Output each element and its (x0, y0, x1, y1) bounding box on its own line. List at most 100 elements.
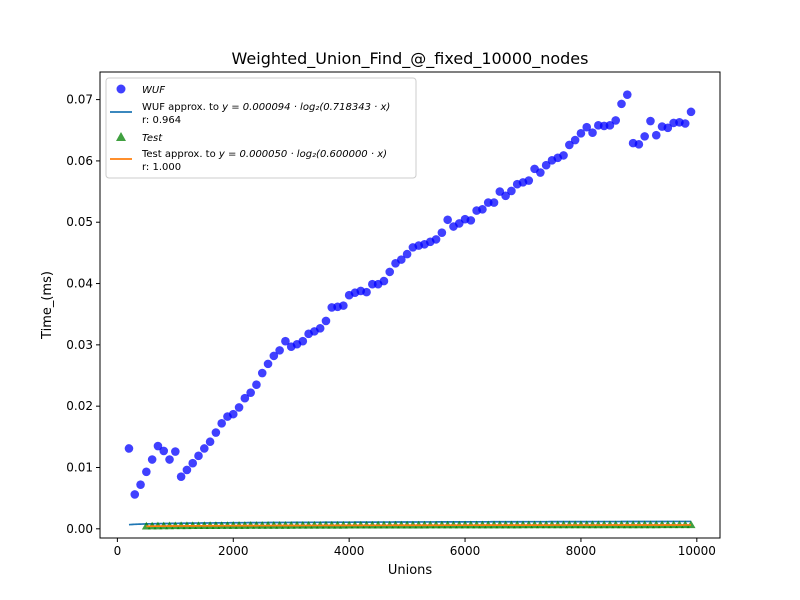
wuf-point (130, 490, 140, 499)
y-tick-label: 0.06 (66, 154, 93, 168)
wuf-point (663, 123, 673, 133)
y-axis: 0.00 0.01 0.02 0.03 0.04 0.05 0.06 0.07 (66, 93, 100, 536)
legend-wuf-r: r: 0.964 (142, 115, 181, 126)
wuf-point (124, 444, 134, 453)
legend-test-fit-prefix: Test approx. to (141, 149, 219, 160)
wuf-point (182, 465, 192, 475)
wuf-point (281, 336, 290, 346)
series-layer (124, 90, 696, 530)
x-tick-label: 8000 (566, 544, 597, 558)
legend: WUF WUF approx. to y = 0.000094 · log₂(0… (105, 77, 417, 179)
wuf-point (252, 380, 261, 390)
y-tick-label: 0.05 (66, 215, 93, 229)
wuf-point (570, 135, 580, 145)
wuf-point (686, 107, 696, 117)
legend-wuf-fit-equation: y = 0.000094 · log₂(0.718343 · x) (221, 102, 390, 113)
wuf-point (240, 393, 250, 403)
wuf-fit-line (128, 520, 692, 526)
plot-frame (99, 71, 721, 539)
legend-test-r: r: 1.000 (142, 162, 181, 173)
wuf-point (536, 168, 545, 177)
legend-test-marker (116, 132, 126, 141)
wuf-point (397, 255, 406, 264)
wuf-point (379, 276, 389, 286)
wuf-point (228, 409, 238, 419)
wuf-point (605, 121, 615, 130)
wuf-point (443, 215, 452, 225)
y-tick-label: 0.01 (66, 460, 93, 474)
wuf-point (437, 228, 447, 237)
x-tick-label: 6000 (450, 544, 481, 558)
y-tick-label: 0.00 (66, 522, 93, 536)
wuf-point (617, 99, 626, 109)
wuf-point (298, 336, 308, 346)
wuf-point (194, 451, 203, 461)
wuf-point (263, 359, 273, 369)
legend-wuf-marker (116, 84, 126, 94)
legend-wuf-fit-label: WUF approx. to y = 0.000094 · log₂(0.718… (142, 102, 390, 113)
wuf-point (205, 437, 215, 447)
wuf-point (466, 216, 476, 225)
wuf-point (582, 122, 592, 132)
test-fit-line (146, 524, 692, 528)
wuf-point (246, 388, 255, 397)
y-axis-label: Time_(ms) (40, 271, 55, 340)
x-axis-label: Unions (388, 563, 433, 578)
wuf-point (431, 235, 441, 244)
legend-test-label: Test (142, 133, 163, 144)
wuf-point (634, 140, 644, 149)
wuf-point (402, 249, 412, 259)
wuf-point (576, 129, 586, 138)
wuf-point (541, 160, 551, 170)
legend-test-fit-label: Test approx. to y = 0.000050 · log₂(0.60… (141, 149, 387, 160)
wuf-point (165, 455, 174, 464)
wuf-point (640, 132, 649, 141)
y-tick-label: 0.02 (66, 399, 93, 413)
wuf-point (622, 90, 632, 99)
wuf-point (385, 267, 395, 277)
wuf-point (478, 205, 487, 214)
wuf-point (559, 151, 568, 160)
wuf-point (269, 351, 279, 361)
x-tick-label: 10000 (678, 544, 716, 558)
wuf-point (142, 467, 151, 477)
wuf-point (257, 368, 267, 378)
wuf-point (315, 324, 325, 333)
wuf-point (176, 472, 186, 481)
legend-wuf-fit-prefix: WUF approx. to (142, 102, 222, 113)
wuf-point (507, 186, 516, 196)
wuf-point (234, 403, 244, 412)
wuf-point (275, 346, 284, 355)
wuf-point (489, 198, 499, 207)
legend-test-fit-equation: y = 0.000050 · log₂(0.600000 · x) (218, 149, 387, 160)
wuf-point (651, 130, 661, 140)
wuf-point (680, 119, 690, 128)
wuf-point (147, 455, 157, 464)
y-tick-label: 0.04 (66, 277, 93, 291)
legend-frame (105, 77, 417, 179)
wuf-point (646, 116, 655, 126)
y-tick-label: 0.03 (66, 338, 93, 352)
x-axis: 0 2000 4000 6000 8000 10000 (114, 538, 716, 558)
wuf-point (321, 316, 331, 326)
legend-wuf-label: WUF (142, 85, 165, 96)
wuf-point (211, 428, 221, 437)
wuf-point (524, 176, 534, 185)
wuf-point (199, 444, 209, 453)
wuf-point (159, 446, 169, 456)
y-tick-label: 0.07 (66, 93, 93, 107)
wuf-point (171, 447, 180, 456)
wuf-point (588, 128, 597, 138)
wuf-point (501, 191, 510, 201)
wuf-point (188, 458, 198, 468)
x-tick-label: 4000 (334, 544, 365, 558)
x-tick-label: 0 (114, 544, 122, 558)
wuf-point (339, 301, 348, 310)
wuf-point (153, 441, 163, 451)
wuf-point (611, 116, 621, 125)
wuf-point (136, 480, 145, 489)
wuf-point (217, 419, 226, 428)
x-tick-label: 2000 (218, 544, 249, 558)
chart-title: Weighted_Union_Find_@_fixed_10000_nodes (232, 49, 589, 69)
